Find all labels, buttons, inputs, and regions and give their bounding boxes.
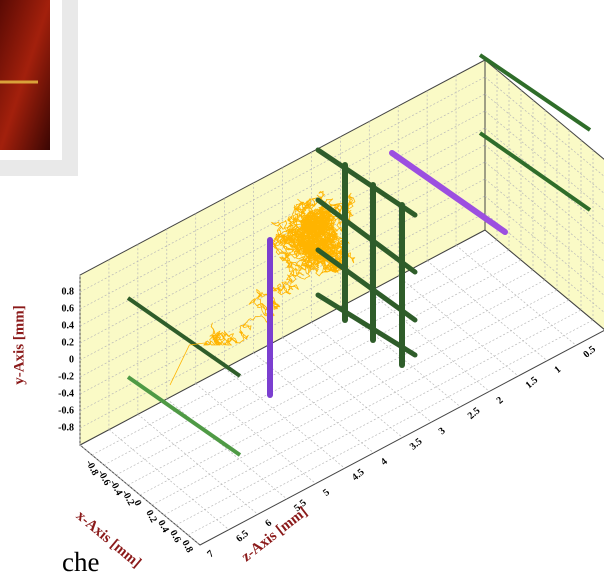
y-tick-label: 0: [69, 354, 74, 365]
x-tick-label: 0.4: [155, 518, 171, 534]
y-tick-label: 0.8: [62, 286, 75, 297]
grid-line: [151, 289, 558, 506]
z-tick-label: 0.5: [581, 344, 598, 360]
grid-line: [91, 239, 498, 456]
tick-labels: 0.511.522.533.544.555.566.57-0.8-0.6-0.4…: [58, 286, 598, 560]
y-tick-label: 0.2: [62, 337, 75, 348]
z-tick-label: 2: [495, 395, 506, 407]
z-tick-label: 7: [205, 548, 216, 560]
grid-line: [175, 309, 582, 526]
x-tick-label: 0.2: [143, 508, 159, 524]
z-tick-label: 5: [321, 487, 332, 499]
y-tick-label: -0.2: [58, 371, 74, 382]
grid-line: [187, 319, 594, 536]
grid-line: [79, 110, 486, 327]
y-tick-label: -0.8: [58, 422, 74, 433]
caption: che: [62, 547, 99, 577]
x-tick-label: 0: [131, 498, 143, 508]
y-tick-label: 0.6: [62, 303, 75, 314]
grid-line: [115, 259, 522, 476]
z-tick-label: 4: [379, 456, 390, 468]
z-tick-label: 1.5: [524, 375, 541, 391]
y-tick-label: 0.4: [62, 320, 75, 331]
grid-line: [127, 269, 534, 486]
z-tick-label: 6: [263, 518, 274, 530]
thumbnail: [0, 0, 78, 176]
grid-line: [139, 279, 546, 496]
z-tick-label: 2.5: [466, 405, 483, 421]
x-tick-label: 0.6: [167, 528, 183, 544]
z-tick-label: 4.5: [350, 467, 367, 483]
rods: [126, 53, 592, 457]
z-tick-label: 6.5: [234, 528, 251, 544]
y-tick-label: -0.6: [58, 405, 74, 416]
z-tick-label: 3: [437, 426, 448, 438]
z-tick-label: 3.5: [408, 436, 425, 452]
grid-line: [79, 161, 486, 378]
grid-line: [163, 299, 570, 516]
z-tick-label: 1: [552, 364, 563, 376]
grid-line: [79, 178, 486, 395]
y-tick-label: -0.4: [58, 388, 74, 399]
y-axis-label: y-Axis [mm]: [11, 305, 27, 385]
grid-line: [79, 76, 486, 293]
grid-line: [79, 195, 486, 412]
grid-line: [79, 144, 486, 361]
grid-line: [103, 249, 510, 466]
x-tick-label: 0.8: [179, 538, 195, 554]
grid-line: [79, 93, 486, 310]
rods-front: [267, 147, 508, 398]
